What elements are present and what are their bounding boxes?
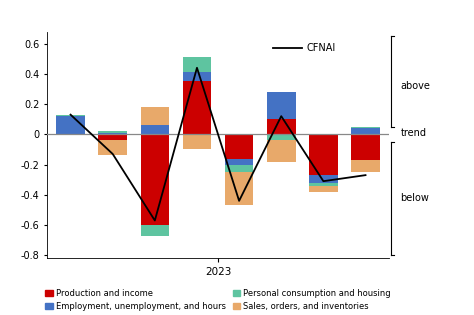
Bar [267,140,296,162]
Bar [225,172,254,205]
Bar [267,134,296,140]
Bar [309,186,337,192]
Bar [56,116,85,134]
Bar [351,134,380,160]
Bar [225,134,254,158]
Bar [267,92,296,119]
Text: trend: trend [401,128,427,138]
Bar [140,225,169,236]
Bar [99,134,127,140]
Bar [351,127,380,128]
Bar [140,125,169,134]
Bar [267,119,296,134]
Bar [140,134,169,225]
Bar [351,128,380,134]
Bar [182,57,211,72]
Bar [182,81,211,134]
Bar [309,134,337,175]
Bar [225,158,254,164]
Bar [56,115,85,116]
Bar [309,183,337,186]
Bar [99,131,127,133]
Bar [99,140,127,156]
Text: CFNAI: CFNAI [307,43,336,53]
Bar [225,164,254,172]
Bar [182,72,211,81]
Bar [182,134,211,149]
Bar [351,160,380,172]
Text: above: above [401,81,430,91]
Text: below: below [401,193,429,203]
Legend: Production and income, Employment, unemployment, and hours, Personal consumption: Production and income, Employment, unemp… [45,289,391,311]
Bar [140,107,169,125]
Bar [99,133,127,134]
Bar [309,175,337,183]
Text: Chicago Fed National Activity Index, by Categories: Chicago Fed National Activity Index, by … [6,9,323,19]
